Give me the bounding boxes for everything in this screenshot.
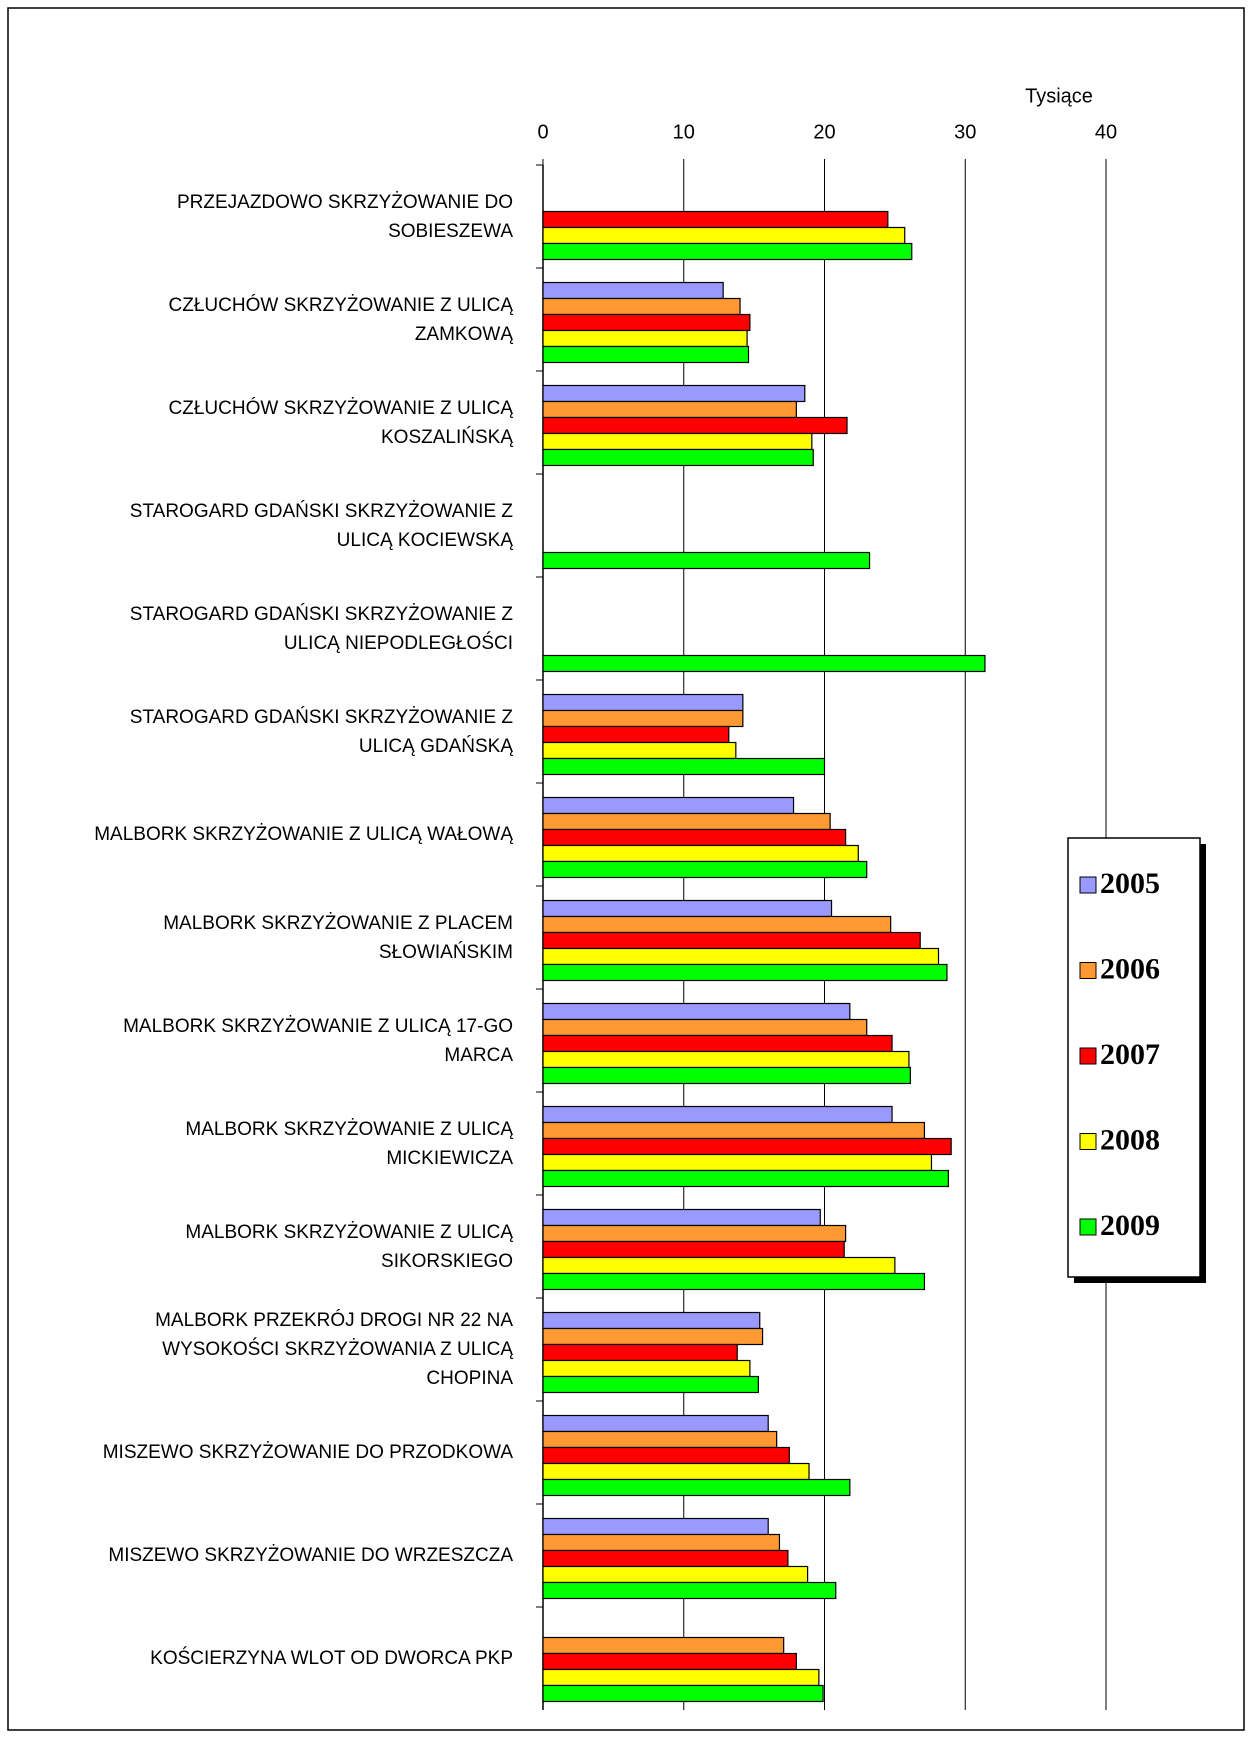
legend-swatch — [1079, 1133, 1097, 1150]
y-tick-label: STAROGARD GDAŃSKI SKRZYŻOWANIE Z ULICĄ K… — [129, 500, 513, 551]
bar — [542, 1208, 821, 1227]
y-tick-label: CZŁUCHÓW SKRZYŻOWANIE Z ULICĄ ZAMKOWĄ — [168, 294, 513, 345]
y-tick-label: CZŁUCHÓW SKRZYŻOWANIE Z ULICĄ KOSZALIŃSK… — [168, 397, 513, 448]
bar — [542, 1153, 933, 1172]
bar — [542, 345, 750, 364]
bar — [542, 1256, 896, 1275]
bar — [542, 1652, 797, 1671]
bar — [542, 400, 797, 419]
bar — [542, 1169, 949, 1188]
y-tick-label: MISZEWO SKRZYŻOWANIE DO WRZESZCZA — [108, 1545, 513, 1566]
bar — [542, 1018, 868, 1037]
bar — [542, 1565, 809, 1584]
bar — [542, 226, 906, 245]
y-tick-label: MALBORK PRZEKRÓJ DROGI NR 22 NA WYSOKOŚC… — [155, 1310, 513, 1389]
bar — [542, 757, 826, 776]
bar — [542, 551, 871, 570]
bar — [542, 1517, 769, 1536]
bar — [542, 1272, 926, 1291]
x-tick-label: 20 — [813, 121, 835, 143]
bar — [542, 1066, 911, 1085]
bar — [542, 1050, 910, 1069]
legend-label: 2006 — [1100, 952, 1160, 985]
legend-swatch — [1079, 962, 1097, 979]
y-tick-label: MALBORK SKRZYŻOWANIE Z PLACEM SŁOWIAŃSKI… — [163, 912, 513, 963]
bar — [542, 1549, 789, 1568]
legend-label: 2005 — [1100, 867, 1160, 900]
bar — [542, 1684, 824, 1703]
bar — [542, 1446, 790, 1465]
bar — [542, 1581, 837, 1600]
bar — [542, 242, 913, 261]
y-tick-label: STAROGARD GDAŃSKI SKRZYŻOWANIE Z ULICĄ N… — [129, 603, 513, 654]
y-tick-label: KOŚCIERZYNA WLOT OD DWORCA PKP — [150, 1648, 513, 1669]
bar — [542, 1311, 761, 1330]
bar — [542, 796, 795, 815]
y-tick-label: MALBORK SKRZYŻOWANIE Z ULICĄ MICKIEWICZA — [185, 1118, 513, 1169]
bar — [542, 1636, 785, 1655]
bar — [542, 709, 744, 728]
bar — [542, 281, 724, 300]
bar — [542, 1462, 810, 1481]
bar — [542, 963, 948, 982]
bar — [542, 448, 814, 467]
bar — [542, 828, 847, 847]
bar — [542, 1034, 893, 1053]
y-tick-label: MALBORK SKRZYŻOWANIE Z ULICĄ 17-GO MARCA — [123, 1015, 513, 1066]
bar — [542, 1327, 764, 1346]
x-tick-label: 10 — [673, 121, 695, 143]
bar — [542, 1137, 952, 1156]
y-tick-label: STAROGARD GDAŃSKI SKRZYŻOWANIE Z ULICĄ G… — [129, 706, 513, 757]
bar — [542, 1668, 820, 1687]
bar — [542, 1375, 759, 1394]
bar — [542, 1105, 893, 1124]
bar — [542, 1414, 769, 1433]
bar — [542, 313, 751, 332]
legend-label: 2007 — [1100, 1038, 1160, 1071]
bar — [542, 693, 744, 712]
y-tick-label: PRZEJAZDOWO SKRZYŻOWANIE DO SOBIESZEWA — [176, 191, 513, 242]
bar — [542, 654, 986, 673]
bar — [542, 297, 741, 316]
bar — [542, 210, 889, 229]
bar — [542, 812, 831, 831]
bar — [542, 1430, 778, 1449]
bar — [542, 1359, 751, 1378]
y-tick-label: MISZEWO SKRZYŻOWANIE DO PRZODKOWA — [102, 1442, 513, 1463]
bar — [542, 915, 892, 934]
bar — [542, 1478, 851, 1497]
legend-swatch — [1079, 876, 1097, 894]
bar — [542, 741, 737, 760]
axis-unit: Tysiące — [1025, 85, 1093, 107]
bar — [542, 947, 940, 966]
y-tick-label: MALBORK SKRZYŻOWANIE Z ULICĄ WAŁOWĄ — [94, 824, 513, 845]
bar — [542, 1533, 781, 1552]
bar — [542, 416, 848, 435]
bar — [542, 432, 813, 451]
legend-swatch — [1079, 1047, 1097, 1065]
bar — [542, 899, 833, 918]
legend-label: 2008 — [1100, 1123, 1160, 1156]
bar — [542, 384, 806, 403]
bar — [542, 1224, 847, 1243]
x-tick-label: 0 — [537, 121, 548, 143]
frame — [7, 7, 1245, 1731]
x-tick-label: 40 — [1095, 121, 1117, 143]
bar — [542, 931, 921, 950]
bar — [542, 1343, 738, 1362]
legend-swatch — [1079, 1218, 1097, 1236]
bar — [542, 1002, 851, 1021]
legend-label: 2009 — [1100, 1209, 1160, 1242]
bar — [542, 860, 868, 879]
bar — [542, 1121, 926, 1140]
bar — [542, 1240, 845, 1259]
bar — [542, 725, 730, 744]
y-tick-label: MALBORK SKRZYŻOWANIE Z ULICĄ SIKORSKIEGO — [185, 1221, 513, 1272]
bar — [542, 329, 748, 348]
x-tick-label: 30 — [954, 121, 976, 143]
bar — [542, 844, 859, 863]
